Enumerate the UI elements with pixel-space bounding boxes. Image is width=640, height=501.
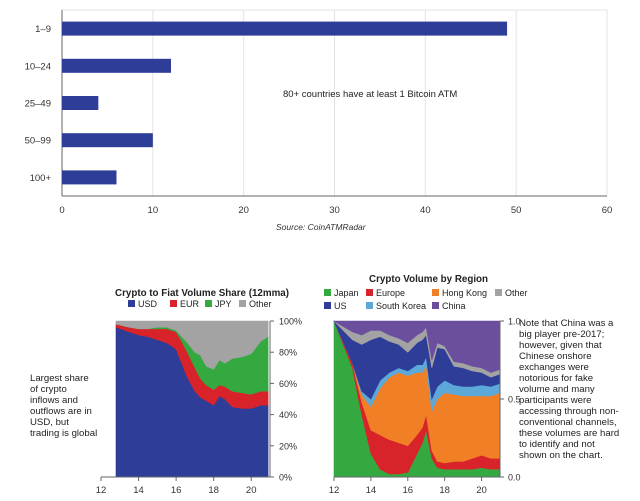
region-volume-title: Crypto Volume by Region	[369, 274, 488, 285]
legend-swatch-hong-kong	[432, 289, 439, 296]
fiat-share-chart: Crypto to Fiat Volume Share (12mma) USD E…	[96, 288, 302, 496]
legend-swatch-eur	[170, 300, 177, 307]
legend-label-japan: Japan	[334, 288, 359, 298]
fiat-share-title: Crypto to Fiat Volume Share (12mma)	[115, 288, 289, 299]
region-volume-x-tick-label: 16	[402, 485, 413, 496]
fiat-share-x-ticks: 12 14 16 18 20	[96, 476, 270, 496]
bar-chart-category-label: 50–99	[25, 136, 51, 147]
bar-chart-category-label: 25–49	[25, 99, 51, 110]
fiat-share-side-note: Largest share of crypto inflows and outf…	[30, 373, 98, 439]
legend-swatch-south-korea	[366, 302, 373, 309]
bar-chart-bars	[62, 21, 508, 185]
fiat-share-legend: USD EUR JPY Other	[128, 299, 272, 309]
bar-chart-x-tick-label: 30	[329, 205, 340, 216]
legend-label-us: US	[334, 301, 347, 311]
bar-chart-x-tick-label: 20	[238, 205, 249, 216]
legend-swatch-other	[495, 289, 502, 296]
fiat-share-x-tick-label: 18	[208, 485, 219, 496]
fiat-share-y-tick-label: 60%	[279, 379, 297, 389]
legend-label-hong-kong: Hong Kong	[442, 288, 487, 298]
fiat-share-y-tick-label: 80%	[279, 348, 297, 358]
legend-label-usd: USD	[138, 299, 158, 309]
bar-chart-category-label: 10–24	[25, 61, 51, 72]
bar-chart-grid	[61, 9, 608, 197]
region-volume-side-note: Note that China was a big player pre-201…	[519, 318, 620, 461]
bar-chart-category-label: 1–9	[35, 24, 51, 35]
fiat-share-y-tick-label: 40%	[279, 410, 297, 420]
bar-chart-x-tick-label: 10	[148, 205, 159, 216]
bar-chart-category-label: 100+	[30, 173, 52, 184]
legend-swatch-usd	[128, 300, 135, 307]
fiat-share-y-tick-label: 20%	[279, 441, 297, 451]
legend-label-other: Other	[505, 288, 528, 298]
region-volume-y-tick-label: 1.0	[508, 317, 521, 327]
legend-label-jpy: JPY	[215, 299, 232, 309]
legend-label-china: China	[442, 301, 466, 311]
bar-chart-bar	[62, 170, 117, 185]
area-series-other	[115, 320, 269, 370]
bar-chart-bar	[62, 21, 508, 36]
fiat-share-y-tick-label: 100%	[279, 317, 302, 327]
bar-chart-annotation: 80+ countries have at least 1 Bitcoin AT…	[283, 89, 457, 100]
legend-swatch-other	[239, 300, 246, 307]
fiat-share-x-tick-label: 14	[133, 485, 144, 496]
region-volume-legend: Japan Europe Hong Kong Other US South Korea Ch…	[324, 288, 528, 311]
legend-label-europe: Europe	[376, 288, 405, 298]
fiat-share-x-tick-label: 16	[171, 485, 182, 496]
legend-swatch-japan	[324, 289, 331, 296]
legend-label-other: Other	[249, 299, 272, 309]
legend-swatch-europe	[366, 289, 373, 296]
legend-swatch-china	[432, 302, 439, 309]
bar-chart-bar	[62, 133, 153, 148]
fiat-share-x-tick-label: 20	[246, 485, 257, 496]
bar-chart-bar	[62, 58, 171, 73]
region-volume-x-tick-label: 20	[476, 485, 487, 496]
region-volume-y-tick-label: 0.0	[508, 473, 521, 483]
bar-chart-bar	[62, 96, 99, 110]
region-volume-y-tick-label: 0.5	[508, 395, 521, 405]
bar-chart-x-tick-label: 40	[420, 205, 431, 216]
bar-chart-source: Source: CoinATMRadar	[276, 222, 367, 232]
bar-chart-x-ticks: 0 10 20 30 40 50 60	[59, 205, 612, 216]
region-volume-x-tick-label: 12	[329, 485, 340, 496]
legend-swatch-jpy	[205, 300, 212, 307]
bar-chart-x-tick-label: 60	[602, 205, 613, 216]
atm-bar-chart: 1–9 10–24 25–49 50–99 100+ 0 10 20 30 40 50 60 80+…	[25, 9, 612, 232]
legend-swatch-us	[324, 302, 331, 309]
bar-chart-category-labels: 1–9 10–24 25–49 50–99 100+	[25, 24, 52, 184]
legend-label-south-korea: South Korea	[376, 301, 426, 311]
region-volume-x-tick-label: 14	[366, 485, 377, 496]
region-volume-y-ticks: 0.0 0.5 1.0	[499, 317, 521, 483]
fiat-share-y-ticks: 0% 20% 40% 60% 80% 100%	[269, 317, 302, 483]
fiat-share-x-tick-label: 12	[96, 485, 107, 496]
legend-label-eur: EUR	[180, 299, 200, 309]
region-volume-chart: Crypto Volume by Region Japan Europe Hong …	[324, 274, 528, 496]
bar-chart-x-tick-label: 50	[511, 205, 522, 216]
region-volume-areas	[332, 320, 501, 478]
fiat-share-y-tick-label: 0%	[279, 473, 292, 483]
region-volume-x-tick-label: 18	[439, 485, 450, 496]
bar-chart-x-tick-label: 0	[59, 205, 64, 216]
fiat-share-areas	[115, 320, 269, 478]
region-volume-x-ticks: 12 14 16 18 20	[329, 476, 500, 496]
